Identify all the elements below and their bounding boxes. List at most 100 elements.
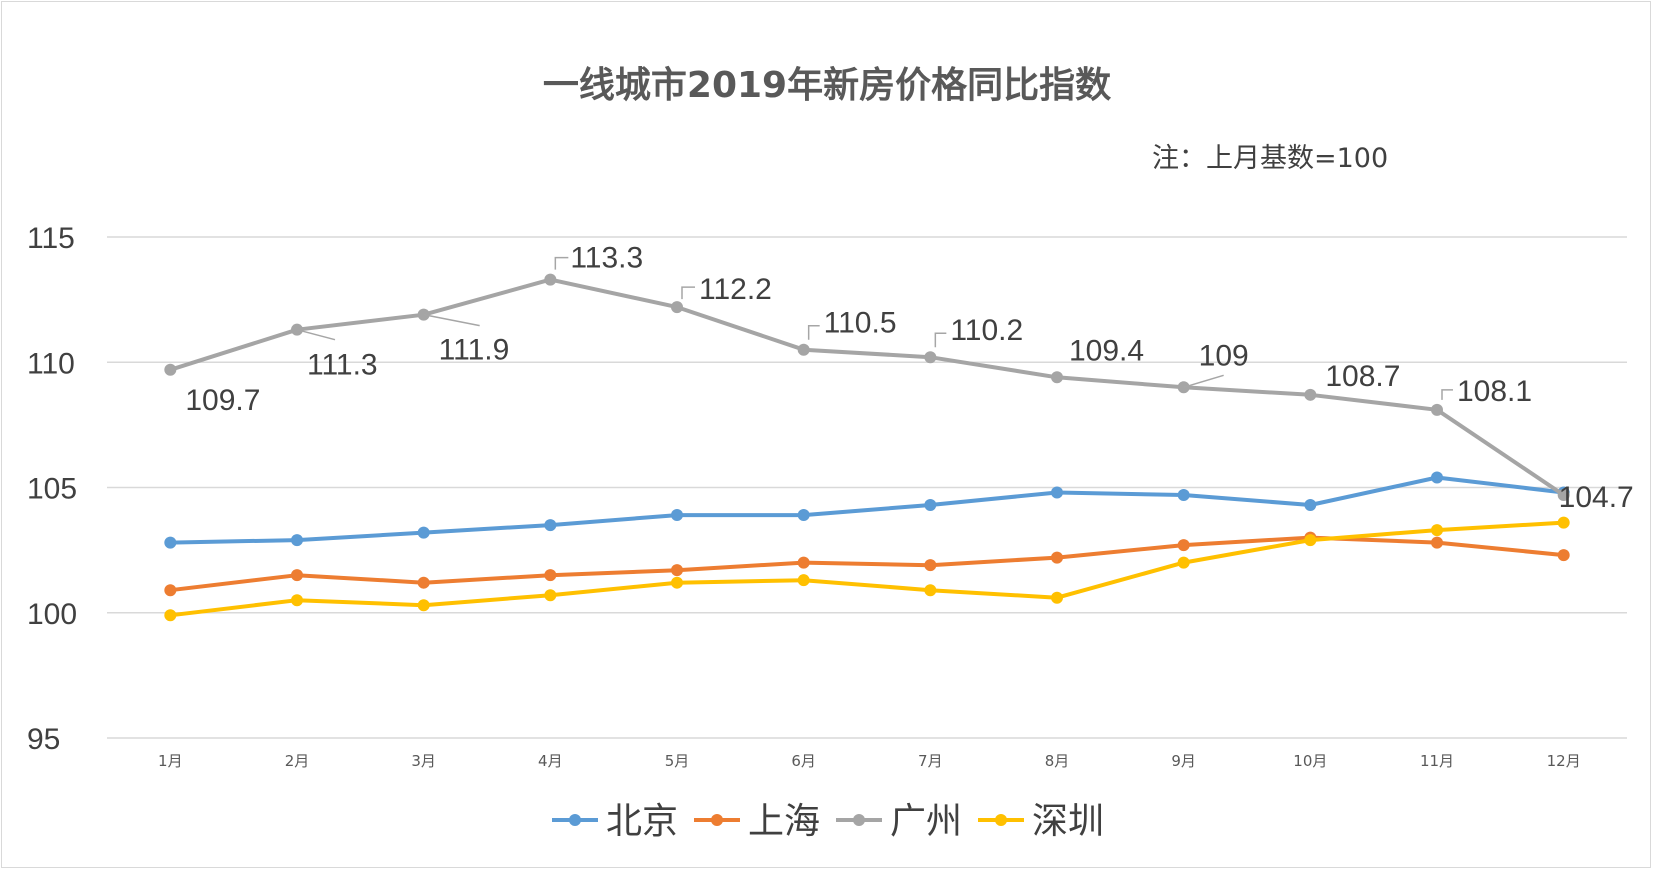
data-point-上海-5 xyxy=(671,564,683,577)
data-point-上海-12 xyxy=(1557,549,1570,562)
y-axis-ticks: 95 100 105 110 115 xyxy=(27,222,77,756)
data-point-广州-11 xyxy=(1431,403,1443,416)
data-label-leader-2 xyxy=(296,328,336,341)
legend-marker-北京 xyxy=(569,814,581,826)
data-label-广州-1: 109.7 xyxy=(185,384,260,417)
data-point-北京-11 xyxy=(1431,471,1443,484)
data-labels: 109.7 111.3 111.9 113.3 112.2 110.5 110.2 109.4… xyxy=(185,242,1633,514)
x-tick-label-2: 2月 xyxy=(285,752,310,770)
legend-marker-上海 xyxy=(711,814,723,826)
y-tick-label-115: 115 xyxy=(27,222,75,255)
data-label-广州-6: 110.5 xyxy=(824,307,897,340)
x-tick-label-5: 5月 xyxy=(665,752,690,770)
legend-label-深圳: 深圳 xyxy=(1032,801,1104,842)
x-tick-label-6: 6月 xyxy=(791,752,816,770)
data-label-leader-4 xyxy=(554,256,569,270)
legend-item-上海: 上海 xyxy=(694,801,820,842)
data-point-北京-4 xyxy=(544,519,557,532)
data-label-广州-12: 104.7 xyxy=(1559,481,1634,514)
data-point-深圳-6 xyxy=(797,574,810,587)
data-point-深圳-9 xyxy=(1177,556,1190,569)
data-label-广州-3: 111.9 xyxy=(439,334,510,367)
y-tick-label-110: 110 xyxy=(27,347,75,380)
data-point-上海-1 xyxy=(164,584,177,597)
data-label-leader-7 xyxy=(934,332,947,348)
data-point-上海-4 xyxy=(544,569,557,582)
series-line-北京 xyxy=(168,475,1566,545)
legend-label-北京: 北京 xyxy=(606,801,678,842)
legend-marker-广州 xyxy=(853,814,865,826)
legend-item-广州: 广州 xyxy=(836,801,962,842)
data-point-广州-5 xyxy=(671,301,683,314)
data-point-深圳-12 xyxy=(1557,516,1570,529)
data-label-leader-9 xyxy=(1183,374,1224,389)
data-point-北京-2 xyxy=(291,534,303,547)
y-tick-label-105: 105 xyxy=(27,473,77,506)
x-tick-label-7: 7月 xyxy=(918,752,943,770)
data-point-深圳-8 xyxy=(1051,591,1063,604)
data-point-北京-6 xyxy=(797,509,810,522)
legend-item-深圳: 深圳 xyxy=(978,801,1104,842)
x-tick-label-3: 3月 xyxy=(411,752,436,770)
data-point-广州-8 xyxy=(1051,371,1063,384)
data-point-广州-6 xyxy=(797,343,810,356)
data-label-leader-3 xyxy=(423,313,480,327)
data-point-北京-9 xyxy=(1177,489,1190,502)
data-point-上海-2 xyxy=(291,569,303,582)
data-point-广州-12 xyxy=(1557,489,1570,502)
series-line-上海 xyxy=(168,535,1566,593)
data-point-深圳-1 xyxy=(164,609,177,622)
data-point-广州-7 xyxy=(924,351,937,364)
x-tick-label-1: 1月 xyxy=(158,752,183,770)
series-line-广州 xyxy=(168,277,1566,497)
data-point-北京-5 xyxy=(671,509,683,522)
y-tick-label-100: 100 xyxy=(27,598,77,631)
legend-item-北京: 北京 xyxy=(552,801,678,842)
data-label-广州-8: 109.4 xyxy=(1069,334,1144,367)
data-point-深圳-5 xyxy=(671,576,683,589)
data-point-深圳-2 xyxy=(291,594,303,607)
x-axis-ticks: 1月 2月 3月 4月 5月 6月 7月 8月 9月 10月 11月 12月 xyxy=(158,752,1581,770)
x-tick-label-11: 11月 xyxy=(1420,752,1454,770)
data-point-深圳-3 xyxy=(417,599,430,612)
data-point-广州-1 xyxy=(164,363,177,376)
data-label-leader-5 xyxy=(681,286,695,300)
data-label-广州-11: 108.1 xyxy=(1457,375,1532,408)
data-label-leader-6 xyxy=(807,324,820,340)
data-label-广州-9: 109 xyxy=(1199,339,1249,372)
data-point-深圳-10 xyxy=(1304,534,1317,547)
gridlines xyxy=(107,236,1627,739)
data-point-北京-3 xyxy=(417,526,430,539)
data-point-北京-1 xyxy=(164,536,177,549)
x-tick-label-4: 4月 xyxy=(538,752,563,770)
chart-annotation: 注：上月基数=100 xyxy=(1152,143,1388,174)
data-point-上海-8 xyxy=(1051,551,1063,564)
data-point-上海-6 xyxy=(797,556,810,569)
data-point-北京-8 xyxy=(1051,486,1063,499)
data-point-上海-11 xyxy=(1431,536,1443,549)
data-point-上海-7 xyxy=(924,559,937,572)
data-point-深圳-11 xyxy=(1431,524,1443,537)
data-label-广州-5: 112.2 xyxy=(699,273,772,306)
chart-title: 一线城市2019年新房价格同比指数 xyxy=(543,65,1111,106)
series-深圳 xyxy=(164,516,1570,622)
data-label-leader-11 xyxy=(1441,389,1453,400)
data-label-广州-10: 108.7 xyxy=(1325,360,1400,393)
data-point-北京-7 xyxy=(924,499,937,512)
x-tick-label-12: 12月 xyxy=(1547,752,1581,770)
series-line-深圳 xyxy=(168,520,1566,618)
y-tick-label-95: 95 xyxy=(27,723,60,756)
data-point-深圳-7 xyxy=(924,584,937,597)
x-tick-label-9: 9月 xyxy=(1171,752,1196,770)
data-point-北京-10 xyxy=(1304,499,1317,512)
legend-label-上海: 上海 xyxy=(748,801,820,842)
legend-marker-深圳 xyxy=(995,814,1007,826)
series-广州 xyxy=(164,273,1570,502)
data-point-广州-4 xyxy=(544,273,557,286)
series-lines xyxy=(164,273,1570,622)
data-point-上海-9 xyxy=(1177,539,1190,552)
x-tick-label-8: 8月 xyxy=(1045,752,1070,770)
data-label-广州-2: 111.3 xyxy=(307,349,378,382)
data-label-广州-4: 113.3 xyxy=(570,242,643,275)
